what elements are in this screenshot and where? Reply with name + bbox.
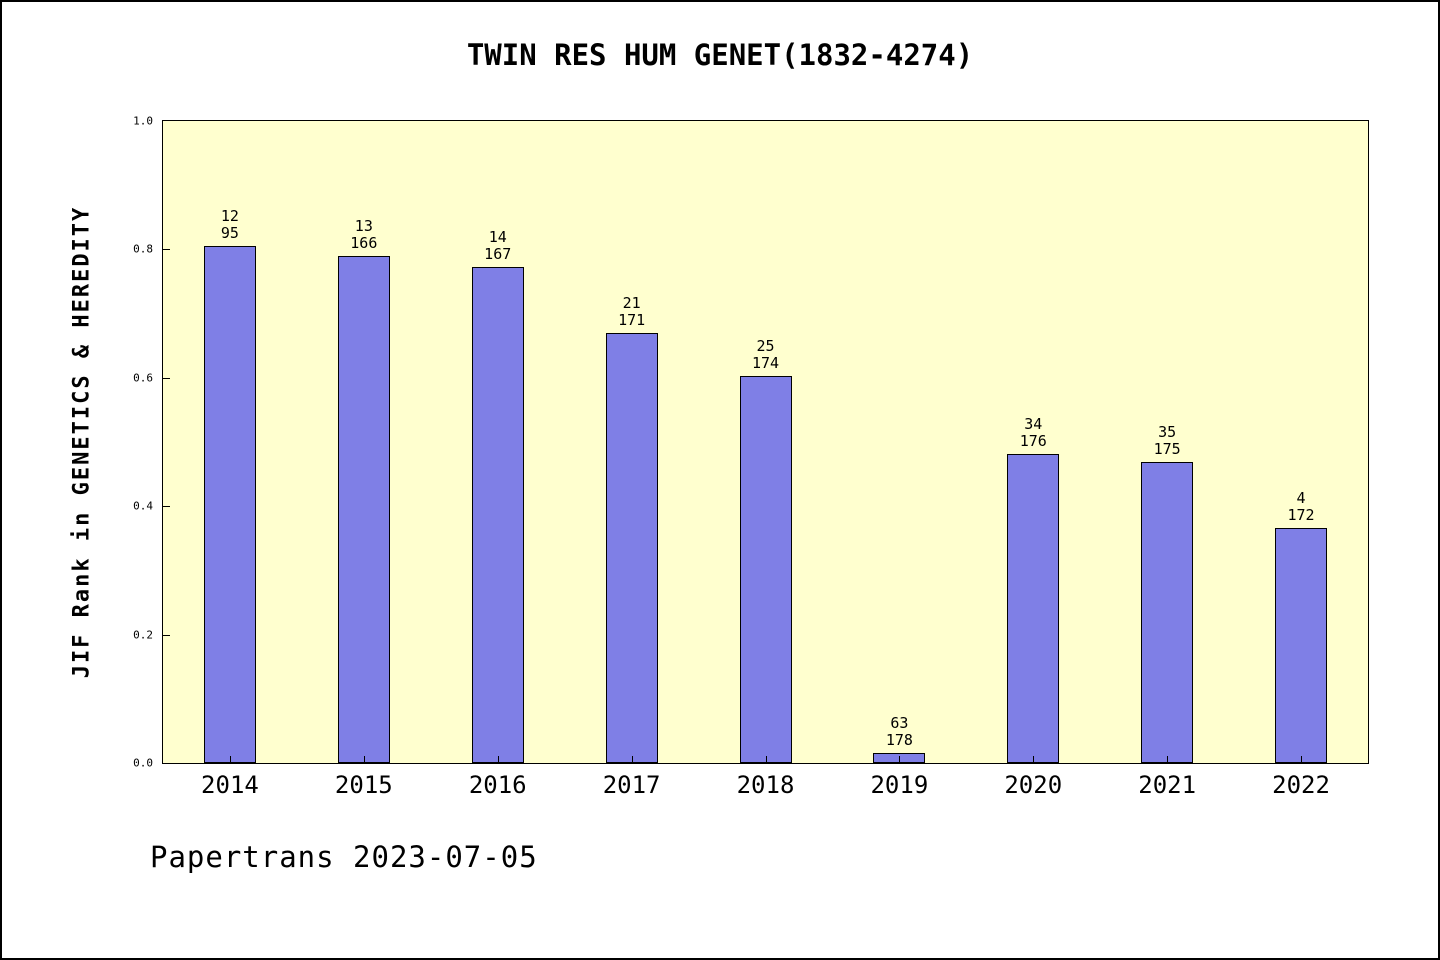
y-tick-mark — [163, 249, 170, 251]
x-tick-label-2014: 2014 — [201, 771, 259, 799]
x-tick-label-2017: 2017 — [602, 771, 661, 799]
bar-annotation-rank: 63 — [890, 713, 909, 732]
bar-annotation-2015: 13 166 — [304, 218, 424, 252]
x-tick-mark — [1167, 756, 1169, 763]
x-tick-label-2022: 2022 — [1272, 771, 1330, 799]
bar-annotation-total: 167 — [484, 245, 512, 264]
bar-annotation-total: 172 — [1287, 506, 1315, 525]
x-tick-label-2015: 2015 — [334, 771, 393, 799]
bar-2020 — [1007, 453, 1060, 763]
bar-annotation-total: 176 — [1019, 431, 1047, 450]
bar-annotation-total: 178 — [885, 730, 913, 749]
bar-2021 — [1141, 461, 1194, 763]
x-tick-mark — [497, 756, 499, 763]
bar-annotation-total: 171 — [618, 310, 646, 329]
y-tick-label: 0.8 — [133, 242, 153, 256]
x-tick-mark — [631, 756, 633, 763]
bar-annotation-2014: 12 95 — [170, 208, 290, 242]
bar-2017 — [605, 332, 658, 763]
x-tick-label-2016: 2016 — [468, 771, 527, 799]
x-tick-label-2019: 2019 — [870, 771, 929, 799]
bar-2015 — [337, 256, 390, 763]
bar-annotation-rank: 12 — [220, 207, 239, 226]
bar-annotation-2020: 34 176 — [973, 414, 1093, 450]
bar-annotation-total: 174 — [751, 353, 780, 372]
x-tick-mark — [229, 756, 231, 763]
y-tick-label: 0.4 — [133, 499, 153, 513]
y-tick-mark — [163, 506, 170, 508]
bar-annotation-2017: 21 171 — [572, 293, 692, 329]
bar-2022 — [1275, 528, 1328, 763]
bar-annotation-total: 95 — [220, 224, 239, 243]
y-tick-label: 0.6 — [133, 371, 153, 385]
x-tick-mark — [363, 756, 365, 763]
x-tick-mark — [765, 756, 767, 763]
bar-annotation-total: 166 — [350, 234, 378, 253]
bar-annotation-2022: 4 172 — [1241, 490, 1361, 524]
y-tick-label: 0.0 — [133, 756, 153, 770]
bar-2018 — [739, 375, 792, 763]
y-axis-label: JIF Rank in GENETICS & HEREDITY — [69, 205, 95, 679]
plot-area: 0.0 0.2 0.4 0.6 0.8 1.0 12 95 2014 13 166 2015 14 167… — [133, 115, 1369, 799]
bar-annotation-rank: 25 — [756, 336, 775, 355]
bar-annotation-2016: 14 167 — [438, 229, 558, 263]
x-tick-label-2020: 2020 — [1004, 771, 1063, 799]
bar-annotation-rank: 14 — [488, 228, 507, 247]
x-tick-mark — [899, 756, 901, 763]
chart-title: TWIN RES HUM GENET(1832-4274) — [466, 38, 974, 72]
bar-annotation-rank: 21 — [622, 293, 641, 312]
y-tick-label: 1.0 — [133, 114, 153, 128]
x-tick-label-2018: 2018 — [736, 771, 795, 799]
bar-annotation-rank: 13 — [354, 217, 373, 236]
bar-annotation-2021: 35 175 — [1107, 422, 1227, 458]
x-tick-mark — [1301, 756, 1303, 763]
bar-annotation-2018: 25 174 — [706, 336, 826, 372]
y-tick-mark — [163, 377, 170, 379]
x-tick-mark — [1033, 756, 1035, 763]
bar-annotation-rank: 34 — [1024, 414, 1043, 433]
x-tick-label-2021: 2021 — [1138, 771, 1197, 799]
footer-text: Papertrans 2023-07-05 — [150, 840, 538, 874]
bar-annotation-total: 175 — [1153, 439, 1181, 458]
bar-annotation-rank: 4 — [1296, 489, 1306, 508]
bar-annotation-rank: 35 — [1158, 422, 1177, 441]
bar-annotation-2019: 63 178 — [839, 713, 959, 749]
bar-2014 — [203, 246, 256, 763]
y-tick-mark — [163, 634, 170, 636]
bar-2016 — [471, 267, 524, 763]
y-tick-label: 0.2 — [133, 628, 153, 642]
